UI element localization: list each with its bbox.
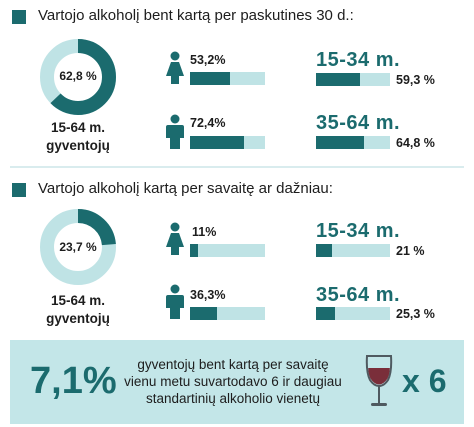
section2-donut-value: 23,7 % bbox=[59, 240, 97, 254]
binge-drinking-description: gyventojų bent kartą per savaitę vienu m… bbox=[124, 356, 342, 407]
binge-drinking-value: 7,1% bbox=[30, 360, 117, 402]
section-divider bbox=[10, 166, 464, 168]
population-label-line1: 15-64 m. bbox=[50, 120, 106, 135]
section2-female-pct: 11% bbox=[192, 225, 217, 239]
binge-drinking-panel bbox=[10, 340, 464, 424]
population-label-line2: gyventojų bbox=[46, 138, 110, 153]
wine-glass-icon bbox=[365, 355, 393, 406]
population-label-line1: 15-64 m. bbox=[50, 293, 106, 308]
male-icon bbox=[166, 284, 184, 319]
section1-donut bbox=[40, 39, 116, 115]
section1-age1-label: 15-34 m. bbox=[316, 49, 401, 71]
section2-age1-bar bbox=[316, 244, 390, 257]
section1-age2-pct: 64,8 % bbox=[396, 136, 435, 150]
section1-population-label: 15-64 m. gyventojų bbox=[23, 119, 133, 155]
section2-age2-bar bbox=[316, 307, 390, 320]
section2-population-label: 15-64 m. gyventojų bbox=[23, 292, 133, 328]
population-label-line2: gyventojų bbox=[46, 311, 110, 326]
section1-donut-value: 62,8 % bbox=[59, 69, 97, 83]
female-icon bbox=[166, 222, 184, 255]
description-line1: gyventojų bent kartą per savaitę bbox=[137, 357, 329, 372]
section2-male-pct: 36,3% bbox=[190, 288, 226, 302]
section1-age1-bar bbox=[316, 73, 390, 86]
section2-marker bbox=[12, 183, 26, 197]
multiplier-label: x 6 bbox=[402, 363, 447, 399]
section2-age2-pct: 25,3 % bbox=[396, 307, 435, 321]
section2-age1-label: 15-34 m. bbox=[316, 220, 401, 242]
section1-female-pct: 53,2% bbox=[190, 53, 226, 67]
section2-male-bar bbox=[190, 307, 265, 320]
section1-age1-pct: 59,3 % bbox=[396, 73, 435, 87]
section1-marker bbox=[12, 10, 26, 24]
section1-age2-bar bbox=[316, 136, 390, 149]
section2-title: Vartojo alkoholį kartą per savaitę ar da… bbox=[38, 180, 333, 197]
female-icon bbox=[166, 51, 184, 84]
section1-male-pct: 72,4% bbox=[190, 116, 226, 130]
section1-male-bar bbox=[190, 136, 265, 149]
section2-donut bbox=[40, 209, 116, 285]
section1-age2-label: 35-64 m. bbox=[316, 112, 401, 134]
male-icon bbox=[166, 114, 184, 149]
section2-female-bar bbox=[190, 244, 265, 257]
description-line3: standartinių alkoholio vienetų bbox=[145, 391, 321, 406]
description-line2: vienu metu suvartodavo 6 ir daugiau bbox=[124, 374, 342, 389]
section1-title: Vartojo alkoholį bent kartą per paskutin… bbox=[38, 7, 354, 24]
section2-age1-pct: 21 % bbox=[396, 244, 425, 258]
section2-age2-label: 35-64 m. bbox=[316, 284, 401, 306]
section1-female-bar bbox=[190, 72, 265, 85]
